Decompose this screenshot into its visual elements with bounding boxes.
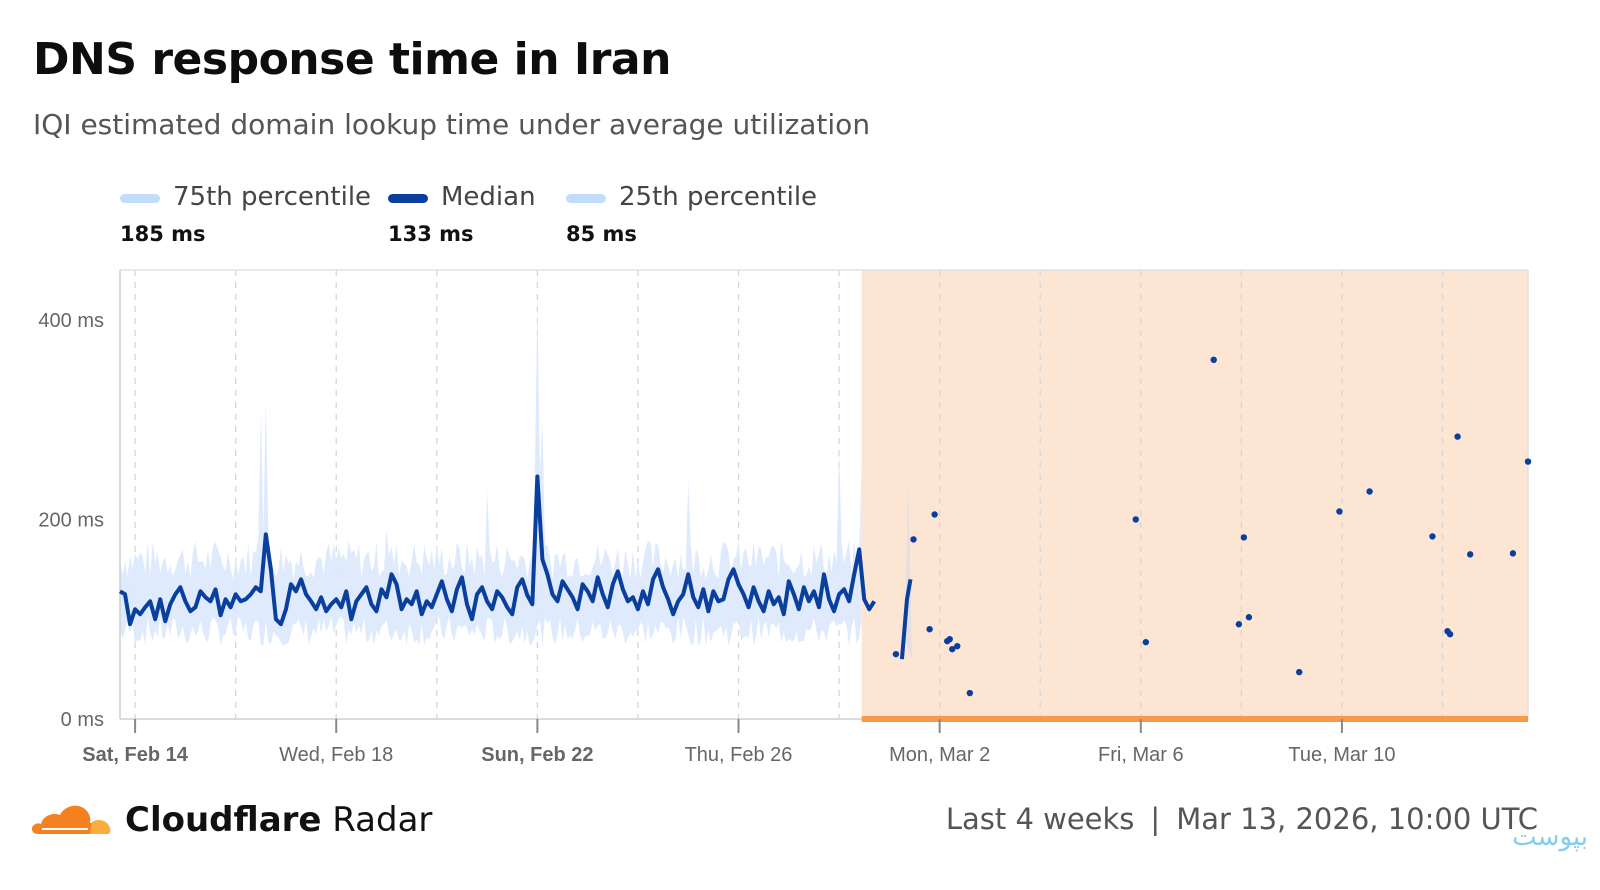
brand-bold: Cloudflare [125,800,322,840]
median-point [1132,516,1139,523]
median-line [118,474,876,627]
legend-value-75th: 185 ms [120,222,206,246]
meta-separator: | [1150,802,1161,836]
median-point [946,635,953,643]
legend-swatch-25th [566,194,606,203]
legend-label-75th: 75th percentile [173,182,372,212]
watermark-logo: بپوست [1512,822,1588,852]
median-point [1524,458,1532,465]
median-point [1210,356,1217,363]
x-tick-label: Wed, Feb 18 [279,744,393,766]
legend-label-25th: 25th percentile [619,182,818,212]
y-tick-label: 200 ms [38,509,104,531]
x-tick-label: Thu, Feb 26 [685,744,793,766]
legend-value-25th: 85 ms [566,222,637,246]
percentile-band-area [120,299,862,647]
median-point [926,626,933,633]
x-tick-label: Sat, Feb 14 [82,744,188,766]
chart-subtitle: IQI estimated domain lookup time under a… [33,108,871,141]
median-point [1296,668,1303,676]
median-point [1466,551,1474,558]
y-tick-label: 0 ms [61,709,104,731]
legend-label-median: Median [441,182,536,212]
cloudflare-cloud-logo-icon [30,798,114,843]
median-point [1235,621,1243,628]
median-point [966,689,974,697]
median-point [954,642,961,650]
chart-plot[interactable]: 0 ms 200 ms 400 ms Sat, Feb 14 Wed, Feb 18 Su… [0,0,1600,790]
median-line-segment [899,578,913,660]
median-point [1366,488,1373,495]
y-tick-label: 400 ms [38,310,104,332]
outage-region [861,270,1528,719]
x-tick-label: Tue, Mar 10 [1288,744,1395,766]
x-tick-label: Fri, Mar 6 [1098,744,1184,766]
x-tick-label: Mon, Mar 2 [889,744,990,766]
median-point [1454,433,1461,440]
median-point [1509,550,1517,557]
timestamp: Mar 13, 2026, 10:00 UTC [1176,802,1538,836]
legend-swatch-75th [120,194,160,203]
median-point [892,650,900,658]
legend-swatch-median [388,194,428,203]
median-point [949,645,956,653]
brand-rest: Radar [321,800,433,840]
median-point [1446,630,1454,638]
median-point [1142,638,1150,646]
footer-meta: Last 4 weeks | Mar 13, 2026, 10:00 UTC [946,802,1538,836]
brand-name: Cloudflare Radar [125,800,432,840]
chart-title: DNS response time in Iran [33,34,671,85]
median-point [1429,533,1436,540]
median-point [1245,614,1253,621]
median-point [931,511,938,518]
median-point [1336,508,1343,515]
median-point [1240,534,1248,541]
legend-value-median: 133 ms [388,222,474,246]
x-tick-label: Sun, Feb 22 [481,744,593,766]
time-period: Last 4 weeks [945,802,1135,836]
median-point [910,536,917,543]
